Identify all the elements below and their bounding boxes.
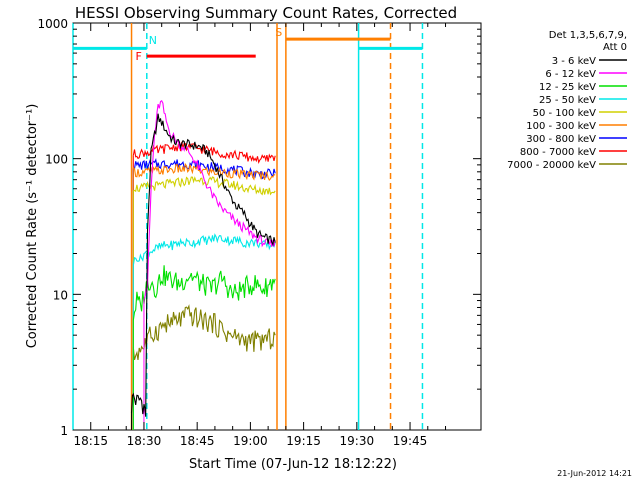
- y-tick-label-1: 1: [60, 424, 68, 438]
- series-line-4: [133, 176, 276, 196]
- legend: Det 1,3,5,6,7,9,Att 0 3 - 6 keV 6 - 12 keV…: [507, 30, 627, 171]
- series-lines: [130, 99, 276, 430]
- legend-header-1: Att 0: [603, 42, 627, 53]
- attenuator-bars: [73, 37, 423, 58]
- legend-header-0: Det 1,3,5,6,7,9,: [549, 30, 627, 41]
- y-axis: 1 10 100 1000: [37, 17, 481, 438]
- legend-label-8: 7000 - 20000 keV: [507, 160, 596, 171]
- legend-label-0: 3 - 6 keV: [552, 56, 596, 67]
- y-tick-label-100: 100: [45, 153, 68, 167]
- x-tick-label-19:45: 19:45: [393, 434, 428, 448]
- legend-label-4: 50 - 100 keV: [533, 108, 597, 119]
- x-axis-label: Start Time (07-Jun-12 18:12:22): [189, 457, 397, 472]
- series-line-2: [132, 265, 276, 321]
- series-line-0: [130, 113, 276, 417]
- x-tick-label-18:15: 18:15: [73, 434, 108, 448]
- legend-label-3: 25 - 50 keV: [539, 95, 596, 106]
- x-tick-label-19:00: 19:00: [233, 434, 268, 448]
- legend-label-1: 6 - 12 keV: [545, 69, 596, 80]
- state-flags: NF S: [135, 26, 282, 63]
- series-line-7: [132, 141, 276, 164]
- legend-label-7: 800 - 7000 keV: [520, 147, 596, 158]
- legend-label-6: 300 - 800 keV: [526, 134, 596, 145]
- y-axis-label: Corrected Count Rate (s⁻¹ detector⁻¹): [25, 104, 40, 349]
- x-tick-label-19:15: 19:15: [286, 434, 321, 448]
- chart-title: HESSI Observing Summary Count Rates, Cor…: [75, 4, 457, 22]
- flag-label-n: N: [149, 34, 157, 47]
- footer-date: 21-Jun-2012 14:21: [557, 469, 632, 478]
- y-tick-label-10: 10: [53, 288, 68, 302]
- x-axis: 18:15 18:30 18:45 19:00 19:15 19:30 19:45: [73, 23, 447, 448]
- series-line-1: [143, 99, 276, 300]
- series-line-8: [132, 304, 276, 360]
- x-tick-label-18:45: 18:45: [180, 434, 215, 448]
- legend-label-2: 12 - 25 keV: [539, 82, 596, 93]
- series-line-3: [132, 233, 276, 266]
- legend-label-5: 100 - 300 keV: [526, 121, 596, 132]
- y-tick-label-1000: 1000: [37, 17, 68, 31]
- flag-label-f: F: [135, 50, 141, 63]
- x-tick-label-18:30: 18:30: [127, 434, 162, 448]
- flag-label-s: S: [275, 26, 282, 39]
- interval-lines: [72, 23, 424, 430]
- x-tick-label-19:30: 19:30: [340, 434, 375, 448]
- series-line-5: [132, 162, 276, 181]
